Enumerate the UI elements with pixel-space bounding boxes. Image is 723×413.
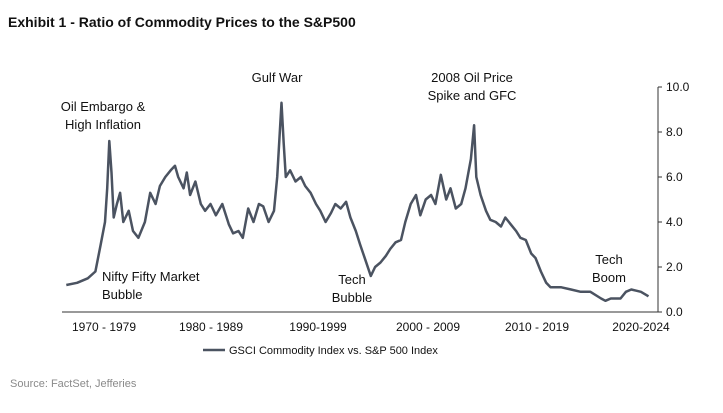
x-tick-label: 1990-1999 (289, 320, 347, 334)
y-tick-label: 8.0 (666, 125, 683, 139)
y-tick-label: 0.0 (666, 305, 683, 319)
chart-title: Exhibit 1 - Ratio of Commodity Prices to… (8, 14, 356, 30)
x-tick-label: 2000 - 2009 (396, 320, 460, 334)
annotation: Gulf War (252, 70, 303, 85)
legend-label: GSCI Commodity Index vs. S&P 500 Index (229, 345, 438, 357)
x-tick-label: 2020-2024 (612, 320, 670, 334)
y-tick-label: 4.0 (666, 215, 683, 229)
annotation: 2008 Oil Price (431, 70, 513, 85)
annotation: Tech (338, 272, 365, 287)
source-note: Source: FactSet, Jefferies (10, 378, 137, 390)
annotation: Nifty Fifty Market (102, 269, 200, 284)
y-tick-label: 10.0 (666, 80, 690, 94)
annotation: Bubble (102, 287, 142, 302)
annotation: High Inflation (65, 117, 141, 132)
annotation: Bubble (332, 290, 372, 305)
x-tick-label: 1980 - 1989 (179, 320, 243, 334)
x-tick-label: 2010 - 2019 (505, 320, 569, 334)
annotation: Tech (595, 252, 622, 267)
annotation: Spike and GFC (428, 88, 517, 103)
annotation: Oil Embargo & (61, 99, 146, 114)
y-tick-label: 2.0 (666, 260, 683, 274)
data-line (66, 101, 650, 303)
annotation: Boom (592, 270, 626, 285)
x-tick-label: 1970 - 1979 (72, 320, 136, 334)
y-tick-label: 6.0 (666, 170, 683, 184)
